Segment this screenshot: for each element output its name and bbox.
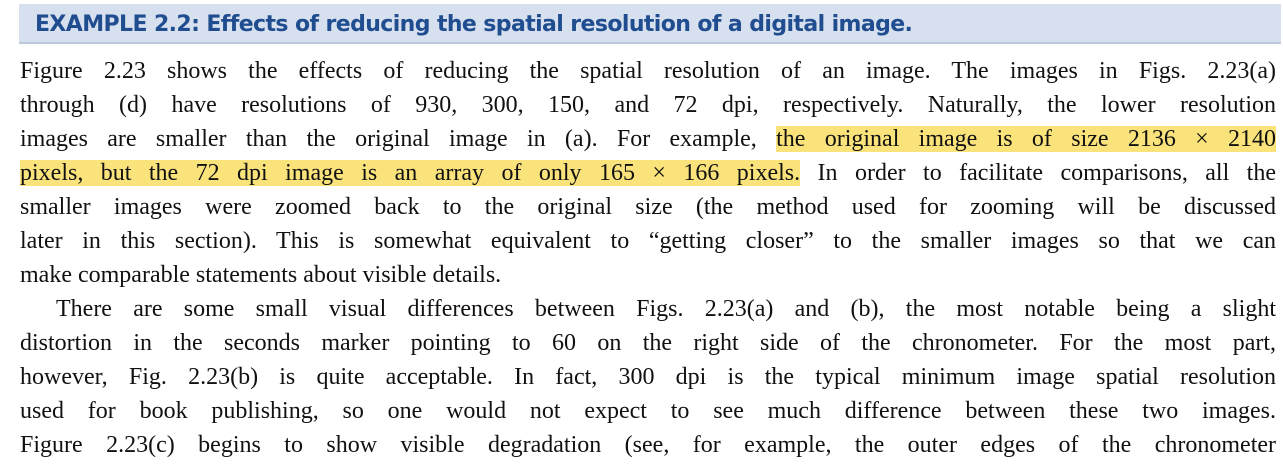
paragraph-1-line-5: smaller images were zoomed back to the o…: [20, 194, 1276, 220]
paragraph-2-line-4: used for book publishing, so one would n…: [20, 398, 1276, 424]
paragraph-1-line-3-text: images are smaller than the original ima…: [20, 126, 777, 152]
paragraph-1-line-6: later in this section). This is somewhat…: [20, 228, 1276, 254]
body-text: Figure 2.23 shows the effects of reducin…: [20, 54, 1276, 462]
paragraph-1-line-4-text: In order to facilitate comparisons, all …: [800, 160, 1276, 186]
paragraph-1-line-1: Figure 2.23 shows the effects of reducin…: [20, 58, 1276, 84]
paragraph-2-line-2: distortion in the seconds marker pointin…: [20, 330, 1276, 356]
highlighted-text: pixels, but the 72 dpi image is an array…: [20, 160, 801, 186]
paragraph-1-line-2: through (d) have resolutions of 930, 300…: [20, 92, 1276, 118]
example-title: EXAMPLE 2.2: Effects of reducing the spa…: [35, 12, 913, 37]
paragraph-1-line-3: images are smaller than the original ima…: [20, 122, 1276, 156]
example-header-bar: EXAMPLE 2.2: Effects of reducing the spa…: [19, 4, 1281, 44]
paragraph-2-line-3: however, Fig. 2.23(b) is quite acceptabl…: [20, 364, 1276, 390]
paragraph-2-line-5: Figure 2.23(c) begins to show visible de…: [20, 432, 1276, 458]
highlighted-text: the original image is of size 2136 × 214…: [776, 126, 1276, 152]
paragraph-1-line-7: make comparable statements about visible…: [20, 262, 502, 288]
paragraph-2-line-1: There are some small visual differences …: [56, 296, 1276, 322]
paragraph-1-line-4: pixels, but the 72 dpi image is an array…: [20, 156, 1276, 190]
